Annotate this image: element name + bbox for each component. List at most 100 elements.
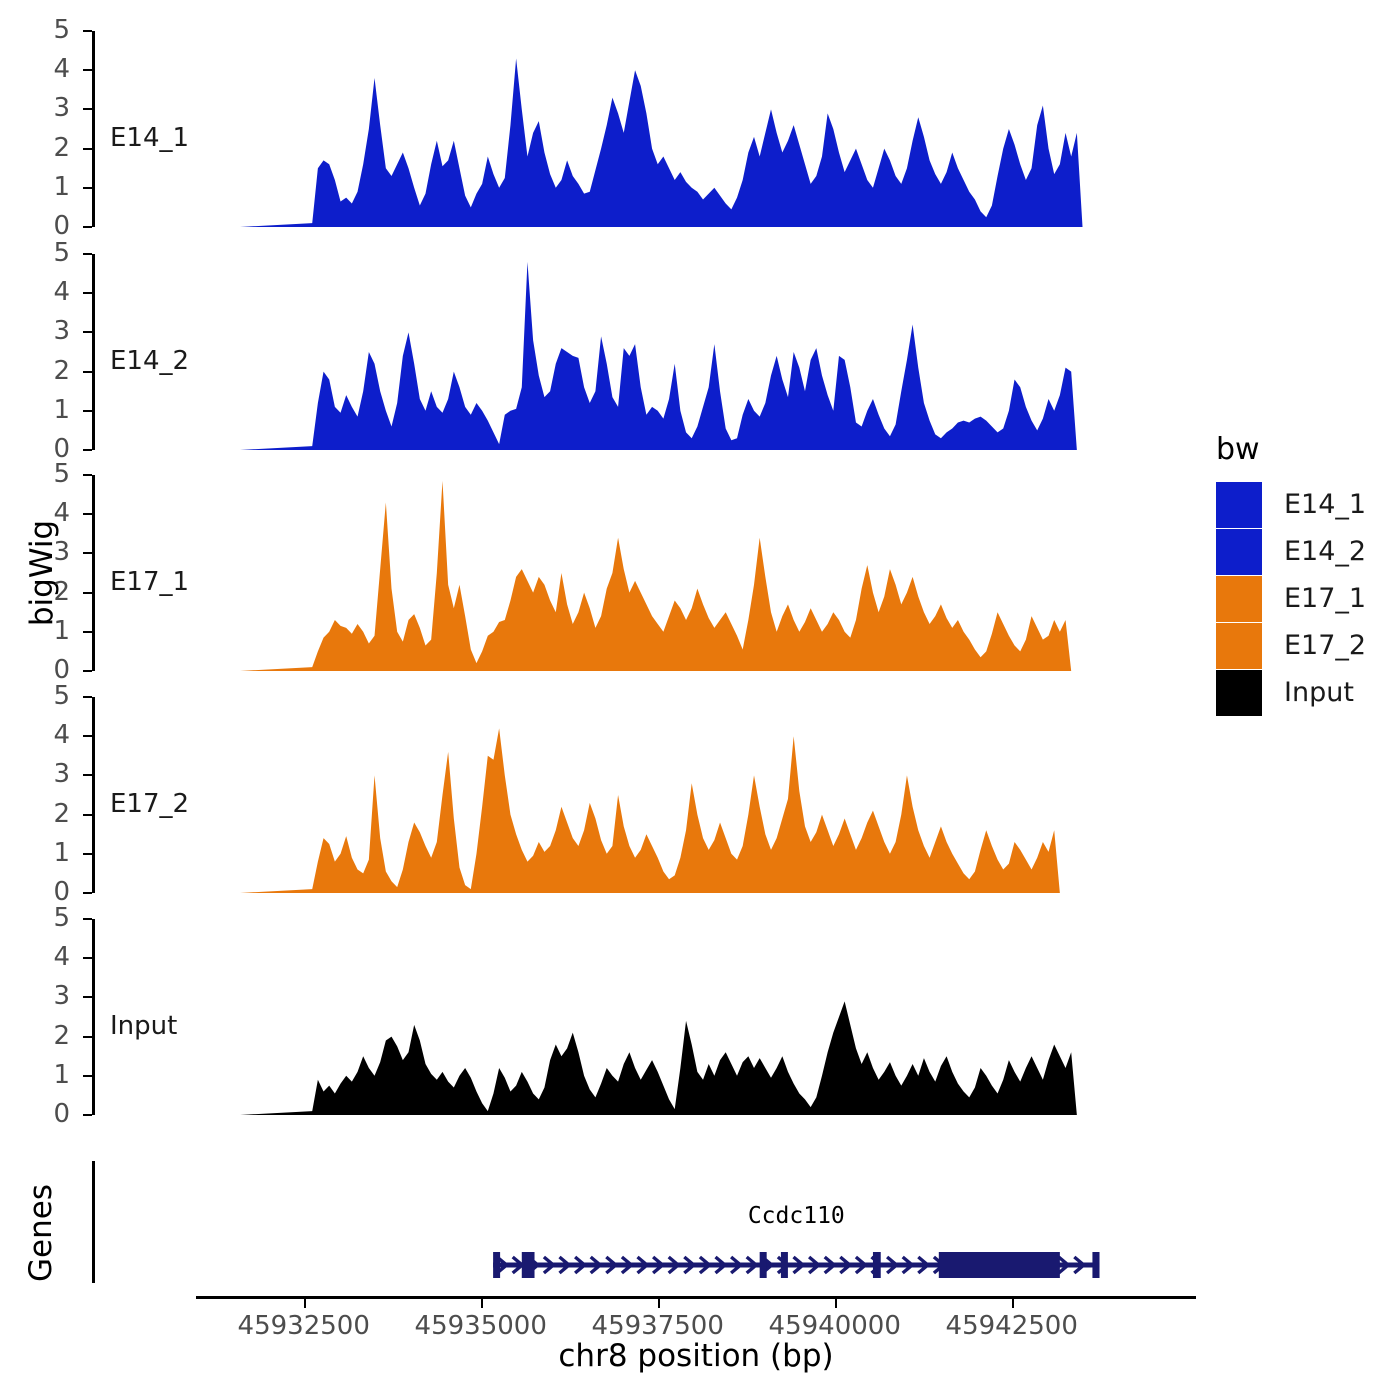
y-tick [83,30,92,32]
track-label: E17_1 [110,567,190,598]
y-tick [83,996,92,999]
y-tick [83,409,92,412]
y-tick [83,735,92,738]
wig-area-e14_2 [240,254,1125,450]
legend-swatch [1216,622,1262,669]
y-tick [83,774,92,777]
x-axis-title: chr8 position (bp) [558,1338,834,1374]
y-tick [83,226,92,228]
y-tick-label: 3 [53,759,70,790]
y-tick [83,474,92,476]
y-tick-label: 5 [53,238,70,268]
y-tick-label: 4 [53,942,70,973]
y-tick-label: 2 [53,576,70,607]
track-label: E14_1 [110,123,190,154]
y-tick-label: 0 [53,434,70,464]
y-axis-line [92,31,95,227]
track-label: Input [110,1011,178,1042]
y-tick-label: 1 [53,1059,70,1090]
y-tick [83,186,92,189]
legend-item-e14_2[interactable]: E14_2 [1216,528,1366,575]
y-tick [83,449,92,451]
y-axis-line [92,919,95,1115]
legend-title: bw [1216,432,1260,467]
y-tick-label: 2 [53,355,70,386]
y-tick [83,591,92,594]
legend: bw E14_1 E14_2 E17_1 E17_2 Input [1216,432,1366,716]
track-label: E17_2 [110,789,190,820]
y-tick-label: 2 [53,798,70,829]
legend-items: E14_1 E14_2 E17_1 E17_2 Input [1216,481,1366,716]
x-axis-line [196,1296,1196,1299]
legend-item-e14_1[interactable]: E14_1 [1216,481,1366,528]
x-tick [1011,1299,1014,1308]
y-axis-line [92,254,95,450]
y-tick-label: 3 [53,537,70,568]
legend-swatch [1216,481,1262,528]
y-tick [83,630,92,633]
y-tick-label: 0 [53,1099,70,1129]
y-tick-label: 4 [53,54,70,85]
legend-label: Input [1284,677,1354,708]
y-tick [83,370,92,373]
y-axis-line [92,475,95,671]
y-tick-label: 0 [53,211,70,241]
y-tick [83,108,92,111]
x-tick [480,1299,483,1308]
y-tick-label: 1 [53,837,70,868]
y-tick [83,552,92,555]
legend-swatch [1216,528,1262,575]
legend-label: E17_1 [1284,583,1367,614]
y-tick-label: 3 [53,93,70,124]
legend-item-input[interactable]: Input [1216,669,1366,716]
y-tick-label: 4 [53,720,70,751]
y-tick [83,513,92,516]
x-tick [303,1299,306,1308]
wig-area-e17_2 [240,697,1125,893]
y-tick-label: 5 [53,681,70,711]
gene-name-label: Ccdc110 [747,1203,845,1229]
y-tick-label: 1 [53,615,70,646]
legend-item-e17_2[interactable]: E17_2 [1216,622,1366,669]
y-tick-label: 4 [53,498,70,529]
y-axis-line [92,697,95,893]
y-tick [83,1035,92,1038]
y-tick [83,292,92,295]
y-tick [83,892,92,894]
wig-area-e17_1 [240,475,1125,671]
y-tick-label: 4 [53,277,70,308]
legend-swatch [1216,575,1262,622]
y-tick-label: 5 [53,459,70,489]
y-tick [83,1114,92,1116]
gene-model[interactable] [0,1245,1400,1285]
wig-area-e14_1 [240,31,1125,227]
x-tick-label: 45932500 [237,1311,370,1341]
y-tick [83,331,92,334]
genes-axis-line [92,1161,95,1283]
x-tick-label: 45937500 [591,1311,724,1341]
y-tick-label: 1 [53,394,70,425]
x-tick-label: 45942500 [945,1311,1078,1341]
y-tick [83,1074,92,1077]
legend-swatch [1216,669,1262,716]
legend-label: E14_1 [1284,489,1367,520]
y-tick-label: 1 [53,171,70,202]
y-tick [83,670,92,672]
y-tick-label: 0 [53,655,70,685]
y-tick [83,696,92,698]
y-tick [83,918,92,920]
y-tick [83,852,92,855]
y-tick-label: 3 [53,981,70,1012]
y-tick-label: 5 [53,15,70,45]
track-label: E14_2 [110,346,190,377]
y-tick [83,957,92,960]
legend-label: E14_2 [1284,536,1367,567]
y-tick-label: 3 [53,316,70,347]
x-tick-label: 45935000 [414,1311,547,1341]
y-tick-label: 2 [53,1020,70,1051]
y-tick [83,69,92,72]
legend-item-e17_1[interactable]: E17_1 [1216,575,1366,622]
x-tick [657,1299,660,1308]
y-tick [83,147,92,150]
y-tick-label: 2 [53,132,70,163]
